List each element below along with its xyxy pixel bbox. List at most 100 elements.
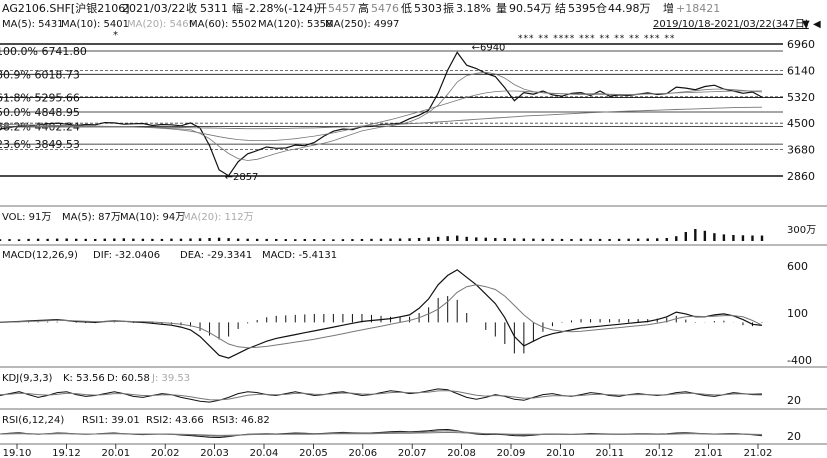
volume-bar <box>732 235 735 241</box>
volume-bar <box>436 236 440 241</box>
volume-bar <box>189 238 192 241</box>
volume-bar <box>151 238 154 241</box>
volume-bar <box>27 238 30 241</box>
marker-stars: *** ** **** *** ** ** ** *** ** <box>518 34 675 44</box>
ma120-label: MA(120): 5358 <box>258 19 332 30</box>
kdj-ytick: 20 <box>787 394 801 407</box>
fibonacci-levels: 100.0% 6741.80 80.9% 6018.73 61.8% 5295.66… <box>0 45 783 151</box>
fib-label: 61.8% 5295.66 <box>0 92 80 105</box>
volume-bar <box>741 235 745 241</box>
kdj-k: K: 53.56 <box>63 373 105 384</box>
price-annotation: ←2857 <box>225 172 259 183</box>
k-line <box>0 388 763 403</box>
volume-bar <box>8 239 11 241</box>
price-annotations: ←6940 ←2857 <box>225 43 506 183</box>
volume-bar <box>360 238 364 241</box>
x-tick-label: 20.01 <box>101 448 130 458</box>
volume-bar <box>322 239 326 241</box>
volume-bar <box>341 239 345 241</box>
kdj-panel: KDJ(9,3,3) K: 53.56 D: 60.58 J: 39.53 20 <box>0 366 827 407</box>
volume-bar <box>722 234 726 241</box>
volume-ma20-label: MA(20): 112万 <box>182 212 254 223</box>
change-value: -2.28%(-124) <box>245 2 317 15</box>
ma60-label: MA(60): 5502 <box>189 19 257 30</box>
volume-bar <box>379 238 383 241</box>
macd-ytick: 100 <box>787 307 808 320</box>
volume-bar <box>275 238 278 241</box>
marker-star: * <box>113 30 118 41</box>
price-line <box>0 51 763 177</box>
volume-panel: VOL: 91万 MA(5): 87万 MA(10): 94万 MA(20): … <box>0 205 827 241</box>
kdj-title: KDJ(9,3,3) <box>2 373 53 384</box>
volume-bar <box>351 239 354 241</box>
x-tick-label: 20.04 <box>250 448 279 458</box>
x-tick-label: 21.02 <box>744 448 773 458</box>
volume-bar <box>227 238 230 241</box>
fib-label: 100.0% 6741.80 <box>0 45 87 58</box>
dropdown-arrow-icon[interactable]: ▼ <box>802 19 810 30</box>
volume-ma5-label: MA(5): 87万 <box>62 212 121 223</box>
volume-label: VOL: 91万 <box>2 212 51 223</box>
rsi3-line <box>0 431 763 436</box>
date-label: 2021/03/22 <box>122 2 185 15</box>
volume-bar <box>94 238 97 241</box>
volume-bar <box>303 238 306 241</box>
x-tick-label: 19.12 <box>52 448 81 458</box>
dif-line <box>0 269 763 359</box>
volume-value: 90.54万 <box>509 2 552 15</box>
ma10-label: MA(10): 5401 <box>61 19 129 30</box>
volume-bar <box>0 239 2 241</box>
close-value: 5311 <box>200 2 228 15</box>
volume-bar <box>446 236 449 241</box>
volume-bar <box>713 233 716 241</box>
volume-bar <box>332 239 335 241</box>
open-label: 开 <box>316 2 327 15</box>
x-tick-label: 19.10 <box>3 448 32 458</box>
x-tick-label: 20.11 <box>595 448 624 458</box>
ma5-label: MA(5): 5431 <box>2 19 64 30</box>
expand-chevron-icon[interactable]: ◀ <box>813 19 821 30</box>
volume-bar <box>589 238 592 241</box>
macd-value: MACD: -5.4131 <box>262 250 337 261</box>
symbol-label: AG2106.SHF[沪银2106] <box>2 1 130 15</box>
macd-plot <box>0 269 763 359</box>
x-tick-label: 20.07 <box>398 448 427 458</box>
ma-bar: MA(5): 5431 MA(10): 5401 MA(20): 5469 MA… <box>2 19 821 30</box>
volume-bar <box>103 238 106 241</box>
macd-ytick: -400 <box>787 354 812 367</box>
volume-bar <box>656 238 659 241</box>
price-series <box>0 51 763 177</box>
volume-bar <box>17 239 21 241</box>
ma20-label: MA(20): 5469 <box>127 19 195 30</box>
settle-value: 5395 <box>568 2 596 15</box>
amplitude-label: 振 <box>443 1 454 15</box>
volume-bar <box>427 237 430 241</box>
volume-bar <box>503 238 507 241</box>
volume-ma10-label: MA(10): 94万 <box>120 212 185 223</box>
dea-line <box>0 284 763 349</box>
volume-bar <box>408 238 411 241</box>
price-ytick: 6140 <box>787 64 815 77</box>
volume-ytick: 300万 <box>787 225 816 236</box>
volume-bar <box>646 238 649 241</box>
macd-dif: DIF: -32.0406 <box>93 250 160 261</box>
volume-bar <box>560 238 564 241</box>
x-tick-label: 20.03 <box>200 448 229 458</box>
low-label: 低 <box>401 2 412 15</box>
volume-bar <box>636 238 640 241</box>
volume-bar <box>532 238 535 241</box>
volume-bar <box>294 239 297 241</box>
open-value: 5457 <box>328 2 356 15</box>
kdj-j: J: 39.53 <box>151 373 190 384</box>
volume-bar <box>217 237 221 241</box>
volume-bar <box>484 237 487 241</box>
volume-bar <box>132 238 135 241</box>
fib-label: 80.9% 6018.73 <box>0 68 80 81</box>
volume-bar <box>122 238 126 241</box>
high-label: 高 <box>358 1 369 15</box>
price-annotation: ←6940 <box>472 43 506 54</box>
volume-bar <box>255 238 259 241</box>
high-value: 5476 <box>371 2 399 15</box>
price-ytick: 3680 <box>787 144 815 157</box>
macd-y-axis: 600 100 -400 <box>787 260 812 367</box>
